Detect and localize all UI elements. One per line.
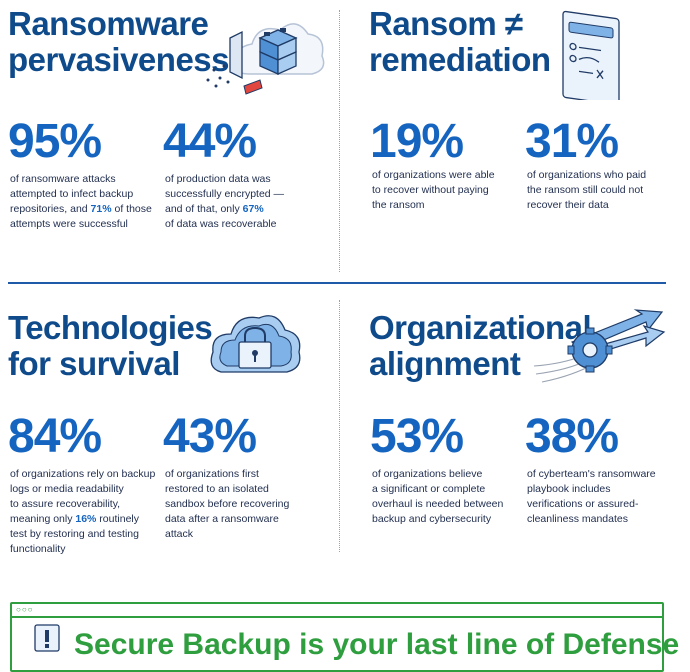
title-line: alignment — [369, 345, 521, 382]
section-title-remediation: Ransom ≠ remediation — [369, 6, 551, 78]
cloud-lock-icon — [210, 315, 301, 373]
server-shield-icon — [206, 23, 325, 95]
stat-value: 95% — [8, 115, 102, 168]
section-divider — [8, 282, 666, 284]
code-window-icon — [562, 10, 620, 100]
section-title-technologies: Technologies for survival — [8, 309, 213, 382]
stat-value: 19% — [370, 115, 464, 168]
stat-value: 31% — [525, 115, 619, 168]
title-line: Technologies — [8, 309, 213, 346]
secure-backup-banner: ○○○ Secure Backup is your last line of D… — [10, 602, 679, 672]
stat-description: of cyberteam's ransomware playbook inclu… — [527, 468, 656, 525]
section-title-alignment: Organizational alignment — [369, 309, 592, 382]
stat-value: 38% — [525, 410, 619, 463]
stat-description: of ransomware attacks attempted to infec… — [10, 173, 152, 230]
stat-value: 84% — [8, 410, 102, 463]
stat-value: 53% — [370, 410, 464, 463]
warning-icon — [34, 624, 60, 652]
banner-text: Secure Backup is your last line of Defen… — [74, 628, 680, 661]
section-title-pervasiveness: Ransomware pervasiveness — [8, 5, 230, 78]
title-line: pervasiveness — [8, 41, 230, 78]
stat-description: of organizations first restored to an is… — [165, 468, 290, 540]
title-line: Ransom ≠ — [369, 5, 523, 42]
column-divider — [339, 10, 340, 272]
gear-arrows-icon — [533, 309, 666, 383]
window-dots-icon: ○○○ — [16, 605, 34, 614]
stat-description: of organizations were able to recover wi… — [372, 169, 495, 211]
stat-description: of production data was successfully encr… — [165, 173, 285, 230]
stat-description: of organizations who paid the ransom sti… — [527, 169, 647, 211]
stat-value: 44% — [163, 115, 257, 168]
banner-top-bar — [12, 604, 662, 618]
column-divider — [339, 300, 340, 552]
stat-value: 43% — [163, 410, 257, 463]
stat-description: of organizations rely on backup logs or … — [10, 468, 156, 555]
stat-description: of organizations believe a significant o… — [372, 468, 504, 525]
title-line: remediation — [369, 41, 551, 78]
title-line: Organizational — [369, 309, 592, 346]
title-line: Ransomware — [8, 5, 209, 42]
title-line: for survival — [8, 345, 180, 382]
